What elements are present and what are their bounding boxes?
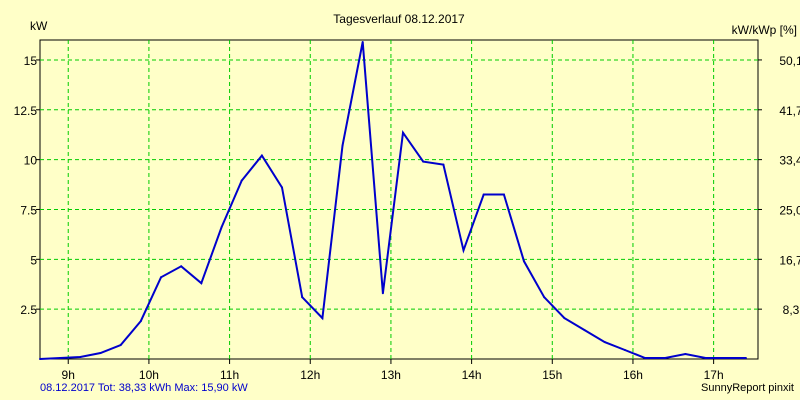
x-tick-label: 16h [623,368,643,382]
series-line-kw [40,42,746,359]
data-point [382,292,384,294]
y-tick-label-left: 10 [24,154,38,168]
data-point [725,357,727,359]
data-point [664,357,666,359]
data-point [442,164,444,166]
data-point [503,194,505,196]
x-tick-label: 10h [139,368,159,382]
data-point [543,296,545,298]
x-tick-label: 13h [381,368,401,382]
data-point [604,341,606,343]
y-tick-label-right: 41,7 [779,104,800,118]
data-point [59,357,61,359]
data-point [241,180,243,182]
footer-summary: 08.12.2017 Tot: 38,33 kWh Max: 15,90 kW [40,382,248,394]
data-point [422,161,424,163]
data-point [100,352,102,354]
y-tick-label-left: 12.5 [14,104,38,118]
y-axis-label-left: kW [30,19,48,33]
data-point [180,265,182,267]
data-point [705,357,707,359]
data-point [563,317,565,319]
grid-lines [40,40,758,359]
chart-title: Tagesverlauf 08.12.2017 [333,12,465,26]
data-point [644,357,646,359]
data-point [483,194,485,196]
data-point [523,260,525,262]
data-point [261,155,263,157]
data-point [624,349,626,351]
data-point [301,296,303,298]
y-tick-label-right: 25,0 [779,203,800,217]
footer-credit: SunnyReport pinxit [701,382,794,394]
chart: Tagesverlauf 08.12.2017 kW kW/kWp [%] 9h… [0,0,800,400]
data-point [281,187,283,189]
x-tick-label: 11h [220,368,239,382]
x-tick-label: 12h [300,368,320,382]
data-point [39,358,41,360]
data-point [120,344,122,346]
data-point [79,356,81,358]
y-tick-label-left: 7.5 [20,203,37,217]
data-point [200,282,202,284]
data-point [321,317,323,319]
x-tick-label: 9h [62,368,75,382]
data-point [684,353,686,355]
x-tick-label: 17h [704,368,724,382]
plot-area [40,40,758,359]
y-tick-label-left: 15 [24,54,38,68]
y-axis-label-right: kW/kWp [%] [732,23,797,37]
y-tick-label-left: 5 [30,253,37,267]
data-point [342,145,344,147]
x-tick-label: 15h [542,368,562,382]
data-point [362,41,364,43]
data-point [745,357,747,359]
y-tick-label-left: 2.5 [20,303,37,317]
data-point [140,320,142,322]
y-tick-label-right: 33,4 [779,154,800,168]
y-tick-label-right: 8,3 [783,303,800,317]
data-point [160,276,162,278]
x-tick-label: 14h [462,368,482,382]
data-point [221,226,223,228]
y-tick-label-right: 16,7 [779,253,800,267]
data-point [463,249,465,251]
y-tick-label-right: 50,1 [779,54,800,68]
data-point [584,329,586,331]
data-point [402,132,404,134]
